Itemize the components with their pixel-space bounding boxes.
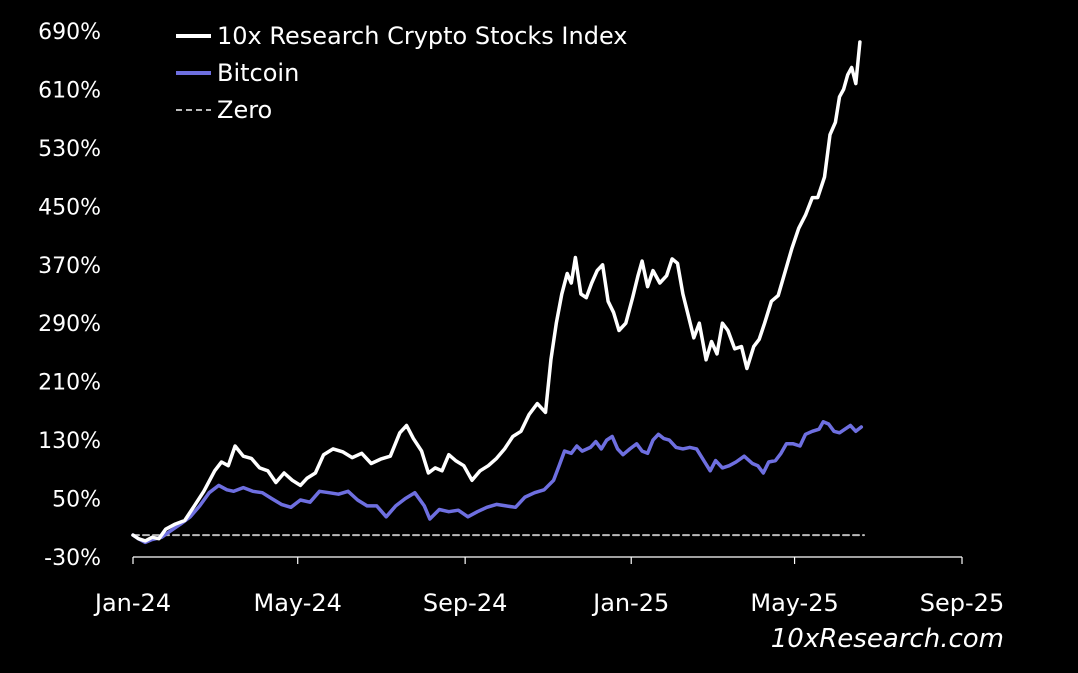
y-tick-label: 210%	[38, 371, 101, 396]
legend-label: Bitcoin	[217, 59, 299, 87]
x-tick-label: Jan-25	[591, 589, 669, 617]
series-line-bitcoin	[131, 420, 864, 545]
x-tick-label: May-25	[750, 589, 838, 617]
y-tick-label: -30%	[44, 546, 101, 571]
y-tick-label: 450%	[38, 195, 101, 220]
x-axis-tick-labels: Jan-24 May-24 Sep-24 Jan-25 May-25 Sep-25	[93, 589, 1004, 617]
y-tick-label: 50%	[52, 488, 101, 513]
series-layer	[131, 40, 865, 545]
y-tick-label: 370%	[38, 254, 101, 279]
legend: 10x Research Crypto Stocks Index Bitcoin Z…	[176, 22, 628, 124]
y-tick-label: 690%	[38, 20, 101, 45]
x-tick-label: Sep-24	[423, 589, 507, 617]
series-line-crypto-stocks-index	[131, 40, 862, 543]
y-tick-label: 290%	[38, 312, 101, 337]
y-axis-tick-labels: 690% 610% 530% 450% 370% 290% 210% 130% 50% -30%	[38, 20, 101, 571]
x-tick-label: Jan-24	[93, 589, 171, 617]
y-tick-label: 130%	[38, 429, 101, 454]
x-tick-label: Sep-25	[920, 589, 1004, 617]
y-tick-label: 610%	[38, 78, 101, 103]
legend-label: Zero	[217, 96, 272, 124]
axes	[132, 556, 963, 564]
x-tick-label: May-24	[254, 589, 342, 617]
y-tick-label: 530%	[38, 137, 101, 162]
legend-label: 10x Research Crypto Stocks Index	[217, 22, 628, 50]
watermark-text: 10xResearch.com	[770, 624, 1004, 654]
